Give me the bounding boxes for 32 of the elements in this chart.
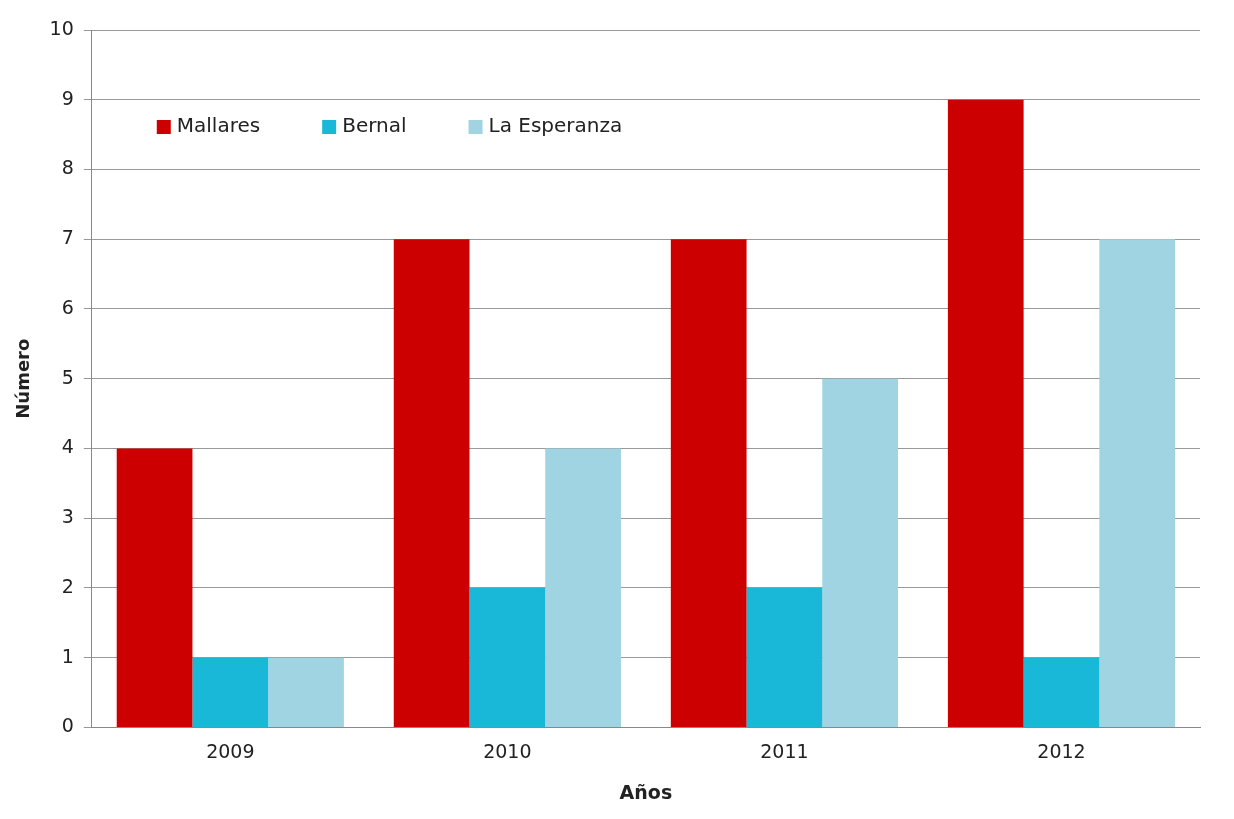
legend-label: La Esperanza bbox=[488, 113, 623, 138]
y-tick-label: 7 bbox=[61, 226, 74, 249]
x-axis-title: Años bbox=[619, 780, 673, 803]
x-tick-label: 2010 bbox=[483, 739, 532, 762]
y-tick-label: 8 bbox=[61, 156, 74, 179]
x-tick-label: 2009 bbox=[206, 739, 255, 762]
y-tick-label: 10 bbox=[49, 16, 74, 39]
legend-label: Bernal bbox=[342, 113, 407, 138]
x-tick-label: 2012 bbox=[1037, 739, 1086, 762]
y-tick-label: 2 bbox=[61, 574, 74, 597]
x-tick-label: 2011 bbox=[760, 739, 809, 762]
bar bbox=[822, 378, 899, 727]
y-tick-label: 9 bbox=[61, 86, 74, 109]
legend-label: Mallares bbox=[176, 113, 261, 138]
bar bbox=[670, 239, 747, 727]
y-tick-label: 0 bbox=[61, 714, 74, 737]
bar bbox=[469, 587, 546, 727]
bar bbox=[746, 587, 823, 727]
y-tick-label: 3 bbox=[61, 505, 74, 528]
bar bbox=[192, 657, 269, 727]
bar bbox=[545, 448, 621, 727]
bar bbox=[1023, 657, 1100, 727]
bar bbox=[393, 239, 470, 727]
y-tick-label: 1 bbox=[61, 644, 74, 667]
y-axis-title: Número bbox=[12, 338, 34, 419]
y-tick-label: 4 bbox=[61, 435, 74, 458]
bar bbox=[1099, 239, 1176, 727]
bar bbox=[268, 657, 344, 727]
bar bbox=[116, 448, 193, 727]
y-tick-label: 5 bbox=[61, 365, 74, 388]
bar bbox=[947, 99, 1024, 727]
y-tick-label: 6 bbox=[61, 295, 74, 318]
